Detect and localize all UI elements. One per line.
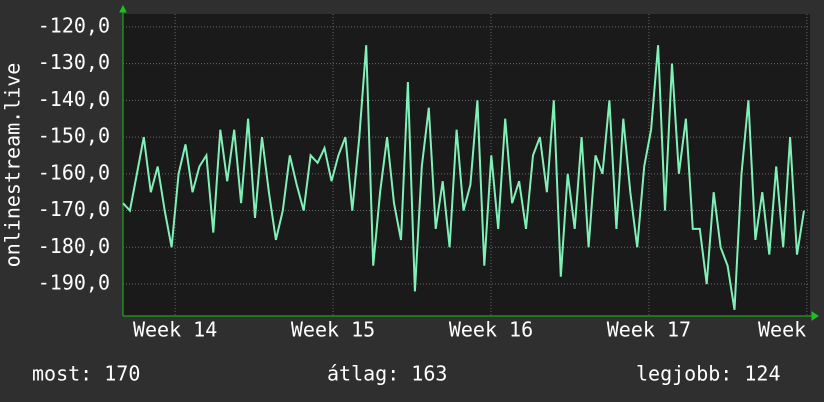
y-tick-label: -140,0 <box>38 87 110 111</box>
y-tick-label: -150,0 <box>38 124 110 148</box>
y-tick-label: -160,0 <box>38 160 110 184</box>
x-tick-label: Week 14 <box>133 318 217 342</box>
y-tick-label: -180,0 <box>38 234 110 258</box>
y-tick-label: -190,0 <box>38 271 110 295</box>
y-tick-label: -130,0 <box>38 50 110 74</box>
data-line <box>122 45 805 310</box>
y-axis-label: onlinestream.live <box>1 63 25 268</box>
x-tick-label: Week 16 <box>449 318 533 342</box>
axes <box>119 4 819 321</box>
x-tick-label: Week 15 <box>291 318 375 342</box>
footer-average: átlag: 163 <box>327 362 447 386</box>
y-tick-label: -120,0 <box>38 13 110 37</box>
footer-current: most: 170 <box>32 362 140 386</box>
y-tick-label: -170,0 <box>38 197 110 221</box>
x-tick-label: Week 17 <box>607 318 691 342</box>
footer-best: legjobb: 124 <box>636 362 781 386</box>
x-tick-label: Week <box>758 318 806 342</box>
